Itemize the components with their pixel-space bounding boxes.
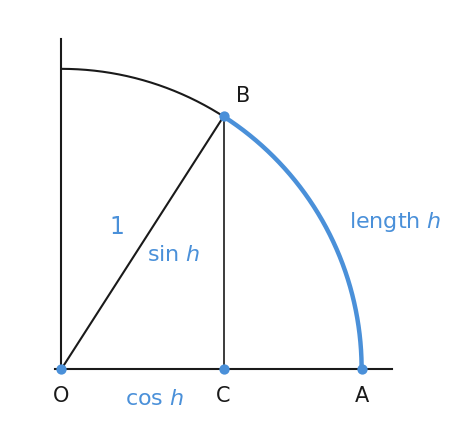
Text: B: B <box>236 86 250 106</box>
Point <box>220 113 228 120</box>
Point <box>220 366 228 373</box>
Text: sin $h$: sin $h$ <box>147 245 201 265</box>
Point <box>57 366 65 373</box>
Text: O: O <box>53 386 70 406</box>
Point <box>358 366 365 373</box>
Text: cos $h$: cos $h$ <box>125 389 184 409</box>
Text: A: A <box>355 386 369 406</box>
Text: C: C <box>216 386 231 406</box>
Text: length $h$: length $h$ <box>349 210 441 234</box>
Text: 1: 1 <box>110 215 125 239</box>
